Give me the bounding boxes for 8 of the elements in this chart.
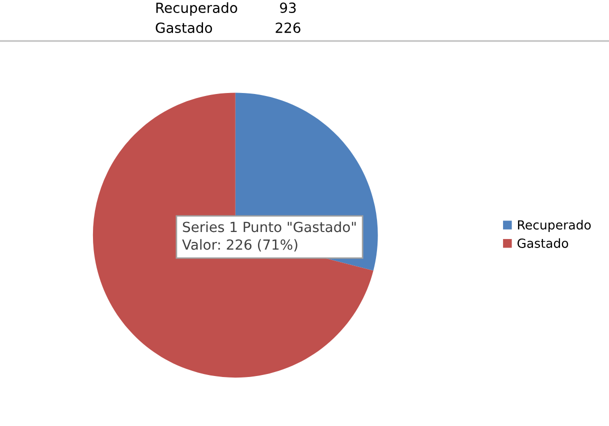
pie-slice [92, 92, 374, 378]
text: 93 [280, 2, 296, 14]
text: Recuperado [156, 2, 238, 16]
text: 226 [276, 22, 300, 34]
text: Gastado [156, 22, 212, 34]
legend-label: Recuperado [518, 220, 591, 232]
legend-label: Gastado [518, 238, 568, 248]
text: Series 1 Punto "Gastado" Valor: 226 (71%) [182, 221, 356, 252]
